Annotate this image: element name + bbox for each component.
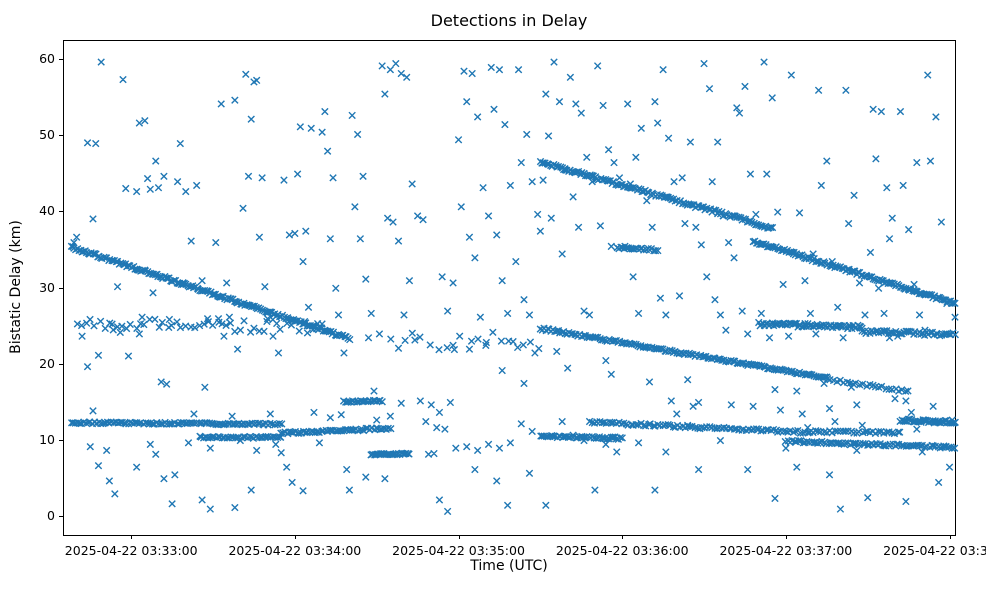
- chart-title: Detections in Delay: [430, 11, 588, 30]
- y-tick-label: 20: [39, 355, 55, 371]
- x-tick-label: 2025-04-22 03:33:00: [64, 543, 198, 558]
- y-tick-label: 60: [39, 51, 55, 67]
- y-tick-label: 10: [39, 431, 55, 447]
- x-axis-label: Time (UTC): [470, 558, 548, 574]
- y-tick-label: 0: [47, 507, 55, 523]
- x-tick-label: 2025-04-22 03:35:00: [392, 543, 525, 558]
- y-tick-label: 30: [39, 279, 55, 295]
- x-tick-label: 2025-04-22 03:38:00: [883, 543, 986, 558]
- x-tick-label: 2025-04-22 03:36:00: [555, 543, 689, 558]
- y-tick-label: 40: [39, 203, 55, 219]
- x-tick-label: 2025-04-22 03:37:00: [719, 543, 853, 558]
- y-tick-label: 50: [39, 127, 55, 143]
- x-tick-label: 2025-04-22 03:34:00: [228, 543, 362, 558]
